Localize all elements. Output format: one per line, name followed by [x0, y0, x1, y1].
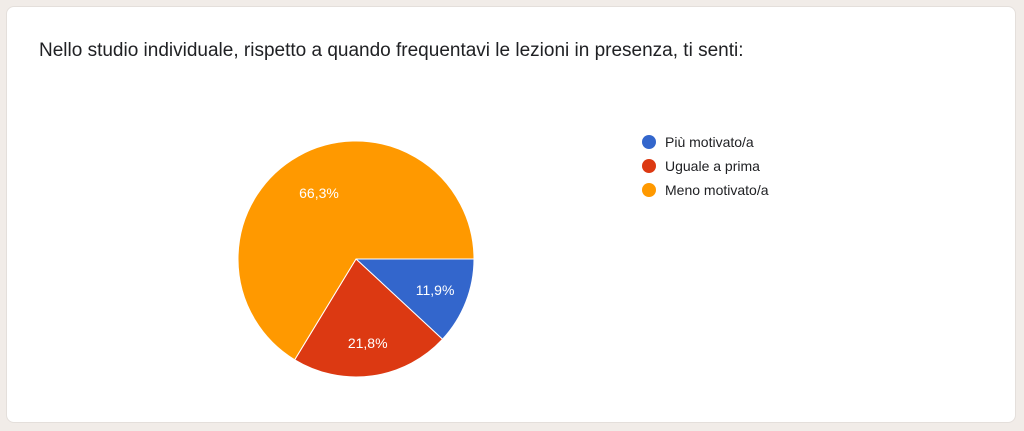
slice-label-0: 11,9% — [416, 282, 455, 298]
chart-legend: Più motivato/a Uguale a prima Meno motivat… — [642, 130, 769, 202]
slice-label-2: 66,3% — [299, 185, 339, 201]
pie-slice-0 — [354, 258, 475, 340]
slice-label-1: 21,8% — [348, 335, 388, 351]
legend-swatch-icon — [642, 135, 656, 149]
legend-item-0: Più motivato/a — [642, 130, 769, 154]
pie-slice-1 — [293, 258, 444, 378]
pie-slice-2 — [237, 140, 475, 361]
legend-label: Meno motivato/a — [665, 182, 769, 198]
legend-label: Più motivato/a — [665, 134, 754, 150]
question-title: Nello studio individuale, rispetto a qua… — [39, 40, 744, 61]
legend-swatch-icon — [642, 159, 656, 173]
legend-swatch-icon — [642, 183, 656, 197]
legend-item-1: Uguale a prima — [642, 154, 769, 178]
legend-item-2: Meno motivato/a — [642, 178, 769, 202]
question-card: Nello studio individuale, rispetto a qua… — [6, 6, 1016, 423]
legend-label: Uguale a prima — [665, 158, 760, 174]
